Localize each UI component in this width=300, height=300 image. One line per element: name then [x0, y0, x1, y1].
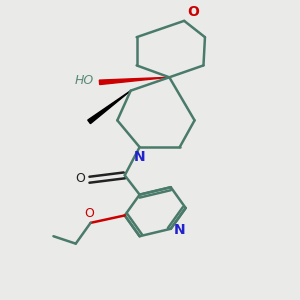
Polygon shape [88, 91, 131, 124]
Text: O: O [187, 5, 199, 20]
Text: O: O [84, 208, 94, 220]
Text: N: N [134, 150, 146, 164]
Text: HO: HO [74, 74, 94, 87]
Text: N: N [174, 223, 185, 237]
Text: O: O [75, 172, 85, 185]
Polygon shape [99, 77, 169, 85]
